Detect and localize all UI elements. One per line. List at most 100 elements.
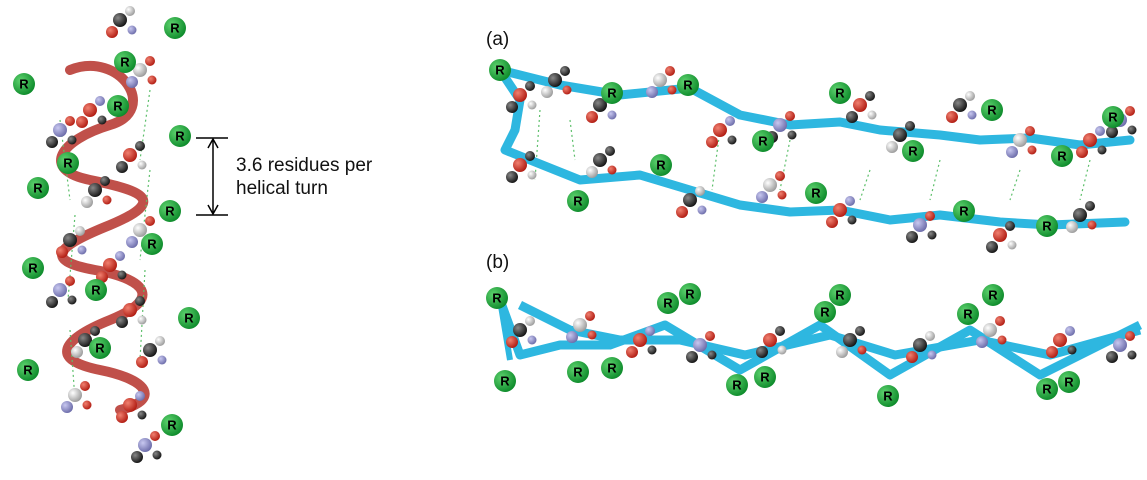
atom	[513, 88, 527, 102]
atom	[131, 451, 143, 463]
atom	[116, 411, 128, 423]
r-label: R	[19, 77, 29, 92]
atom	[68, 136, 77, 145]
atom	[706, 136, 718, 148]
atom	[995, 316, 1005, 326]
r-label: R	[147, 237, 157, 252]
r-label: R	[685, 287, 695, 302]
atom	[836, 346, 848, 358]
atom	[56, 246, 68, 258]
r-label: R	[175, 129, 185, 144]
atom	[925, 211, 935, 221]
r-label: R	[883, 389, 893, 404]
atoms	[46, 6, 1137, 463]
atom	[528, 336, 537, 345]
atom	[103, 196, 112, 205]
atom	[605, 146, 615, 156]
atom	[705, 331, 715, 341]
atom	[928, 231, 937, 240]
atom	[88, 183, 102, 197]
r-label: R	[758, 134, 768, 149]
atom	[116, 316, 128, 328]
atom	[138, 411, 147, 420]
atom	[855, 326, 865, 336]
atom	[528, 101, 537, 110]
atom	[135, 391, 145, 401]
atom	[81, 196, 93, 208]
r-label: R	[23, 363, 33, 378]
r-label: R	[167, 418, 177, 433]
atom	[668, 86, 677, 95]
atom	[1098, 146, 1107, 155]
r-label: R	[607, 361, 617, 376]
annotation: 3.6 residues per	[236, 155, 373, 176]
atom	[1125, 106, 1135, 116]
atom	[528, 171, 537, 180]
r-label: R	[495, 63, 505, 78]
atom	[676, 206, 688, 218]
atom	[76, 116, 88, 128]
atom	[968, 111, 977, 120]
atom	[653, 73, 667, 87]
atom	[126, 76, 138, 88]
atom	[53, 123, 67, 137]
atom	[548, 73, 562, 87]
atom	[136, 356, 148, 368]
atom	[138, 316, 147, 325]
atom	[853, 98, 867, 112]
atom	[123, 303, 137, 317]
r-label: R	[113, 99, 123, 114]
atom	[103, 258, 117, 272]
atom	[913, 218, 927, 232]
atom	[586, 111, 598, 123]
atom	[150, 431, 160, 441]
atom	[588, 331, 597, 340]
r-label: R	[573, 194, 583, 209]
atom	[788, 131, 797, 140]
atom	[868, 111, 877, 120]
atom	[608, 166, 617, 175]
atom	[833, 203, 847, 217]
atom	[1046, 346, 1058, 358]
atom	[775, 171, 785, 181]
atom	[686, 351, 698, 363]
r-label: R	[1042, 382, 1052, 397]
atom	[573, 318, 587, 332]
atom	[905, 121, 915, 131]
atom	[1028, 146, 1037, 155]
atom	[648, 346, 657, 355]
atom	[541, 86, 553, 98]
atom	[773, 118, 787, 132]
atom	[858, 346, 867, 355]
panel-label: (a)	[486, 29, 509, 50]
r-label: R	[988, 288, 998, 303]
atom	[683, 193, 697, 207]
atom	[78, 246, 87, 255]
atom	[585, 311, 595, 321]
annotation: helical turn	[236, 178, 328, 199]
atom	[845, 196, 855, 206]
atom	[135, 141, 145, 151]
atom	[143, 343, 157, 357]
atom	[906, 231, 918, 243]
r-label: R	[1057, 149, 1067, 164]
atom	[145, 216, 155, 226]
r-label: R	[820, 305, 830, 320]
atom	[1006, 146, 1018, 158]
atom	[123, 148, 137, 162]
r-label: R	[656, 158, 666, 173]
atom	[138, 161, 147, 170]
atom	[506, 101, 518, 113]
atom	[586, 166, 598, 178]
atom	[135, 296, 145, 306]
r-label: R	[987, 103, 997, 118]
atom	[626, 346, 638, 358]
r-label: R	[492, 291, 502, 306]
atom	[513, 323, 527, 337]
r-label: R	[120, 55, 130, 70]
atom	[608, 111, 617, 120]
r-label: R	[28, 261, 38, 276]
atom	[886, 141, 898, 153]
atom	[133, 223, 147, 237]
